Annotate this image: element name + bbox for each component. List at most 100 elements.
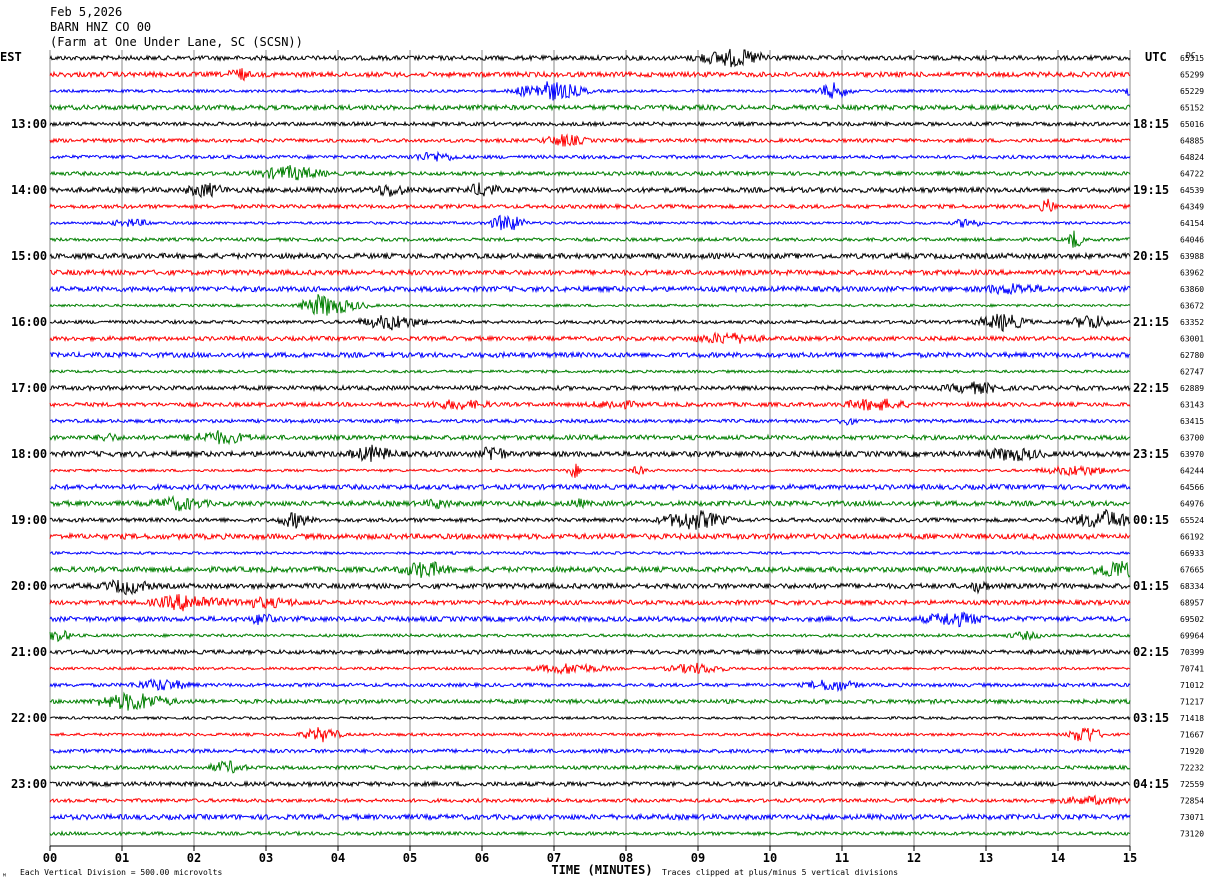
seismic-trace [49,550,1131,556]
dc-offset-label: 66933 [1180,549,1204,558]
seismic-trace [49,133,1131,147]
dc-offset-label: 64244 [1180,467,1204,476]
dc-offset-label: 63672 [1180,302,1204,311]
dc-offset-label: 64349 [1180,203,1204,212]
seismic-trace [49,198,1131,213]
x-tick-label: 01 [115,851,129,865]
seismic-trace [49,463,1131,478]
utc-hour-label: 01:15 [1133,579,1169,593]
x-axis-title: TIME (MINUTES) [551,863,652,877]
x-tick-label: 07 [547,851,561,865]
seismic-trace [49,313,1131,333]
seismic-trace [49,350,1131,360]
utc-hour-label: 00:15 [1133,513,1169,527]
est-hour-label: 20:00 [11,579,47,593]
seismic-trace [49,230,1131,248]
seismic-trace [49,182,1131,199]
x-tick-label: 09 [691,851,705,865]
dc-offset-label: 69502 [1180,615,1204,624]
seismic-trace [49,691,1131,711]
dc-offset-label: 63143 [1180,401,1204,410]
dc-offset-label: 65152 [1180,104,1204,113]
dc-offset-label: 68957 [1180,599,1204,608]
x-tick-label: 08 [619,851,633,865]
dc-offset-label: 62747 [1180,368,1204,377]
seismic-trace [49,715,1131,721]
dc-offset-label: 73120 [1180,830,1204,839]
est-hour-label: 19:00 [11,513,47,527]
dc-offset-label: 72559 [1180,780,1204,789]
x-tick-label: 13 [979,851,993,865]
seismic-trace [49,81,1131,101]
seismic-trace [49,268,1131,277]
dc-offset-label: 65299 [1180,71,1204,80]
seismic-trace [49,812,1131,822]
utc-hour-labels: 18:15 19:15 20:15 21:15 22:15 23:15 00:15 01:15… [1133,117,1169,791]
utc-hour-label: 04:15 [1133,777,1169,791]
seismic-trace [49,331,1131,345]
seismic-trace [49,560,1131,579]
est-hour-labels: 13:00 14:00 15:00 16:00 17:00 18:00 19:00 20:00… [11,117,47,791]
seismic-trace [49,830,1131,837]
x-tick-label: 03 [259,851,273,865]
x-tick-label: 12 [907,851,921,865]
dc-offset-label: 72232 [1180,764,1204,773]
dc-offset-label: 64722 [1180,170,1204,179]
dc-offset-label: 63001 [1180,335,1204,344]
seismic-trace [49,368,1130,375]
utc-hour-label: 19:15 [1133,183,1169,197]
est-axis-label: EST [0,50,22,64]
est-hour-label: 17:00 [11,381,47,395]
seismic-trace [49,760,1131,774]
x-tick-label: 10 [763,851,777,865]
seismic-trace [49,508,1131,530]
dc-offset-label: 64046 [1180,236,1204,245]
est-hour-label: 15:00 [11,249,47,263]
corner-mark: ᴹ [2,872,7,881]
seismic-trace [49,294,1131,316]
utc-axis-label: UTC [1145,50,1167,64]
seismic-trace [49,398,1131,411]
seismic-trace [49,103,1131,112]
dc-offset-label: 64824 [1180,153,1204,162]
est-hour-label: 18:00 [11,447,47,461]
dc-offset-label: 65229 [1180,87,1204,96]
dc-offset-label: 63700 [1180,434,1204,443]
dc-offset-label: 62889 [1180,384,1204,393]
est-hour-label: 21:00 [11,645,47,659]
scale-footnote: Each Vertical Division = 500.00 microvol… [20,868,222,877]
utc-hour-label: 02:15 [1133,645,1169,659]
seismic-trace [49,727,1131,743]
utc-hour-label: 03:15 [1133,711,1169,725]
dc-offset-label: 64154 [1180,219,1204,228]
est-hour-label: 23:00 [11,777,47,791]
x-tick-label: 00 [43,851,57,865]
seismic-trace [49,531,1131,541]
est-hour-label: 22:00 [11,711,47,725]
dc-offset-label: 63970 [1180,450,1204,459]
x-tick-label: 02 [187,851,201,865]
dc-offset-label: 63415 [1180,417,1204,426]
dc-offset-label: 63352 [1180,318,1204,327]
seismic-traces [49,48,1131,837]
seismic-trace [49,594,1131,612]
seismic-trace [49,417,1131,426]
dc-offset-label: 70741 [1180,665,1204,674]
est-hour-label: 16:00 [11,315,47,329]
seismic-trace [49,482,1131,492]
utc-hour-label: 18:15 [1133,117,1169,131]
dc-offset-label: 72854 [1180,797,1204,806]
utc-hour-label: 23:15 [1133,447,1169,461]
x-tick-label: 14 [1051,851,1065,865]
time-gridlines [49,50,1131,846]
dc-offset-label: 70399 [1180,648,1204,657]
dc-offset-label: 64539 [1180,186,1204,195]
seismic-trace [49,444,1131,462]
dc-offset-label: 68334 [1180,582,1204,591]
seismic-trace [49,48,1131,68]
dc-offset-labels: 65315 65299 65229 65152 65016 64885 64824 64722… [1180,54,1204,839]
dc-offset-label: 64566 [1180,483,1204,492]
x-tick-label: 04 [331,851,345,865]
seismic-trace [49,120,1131,128]
